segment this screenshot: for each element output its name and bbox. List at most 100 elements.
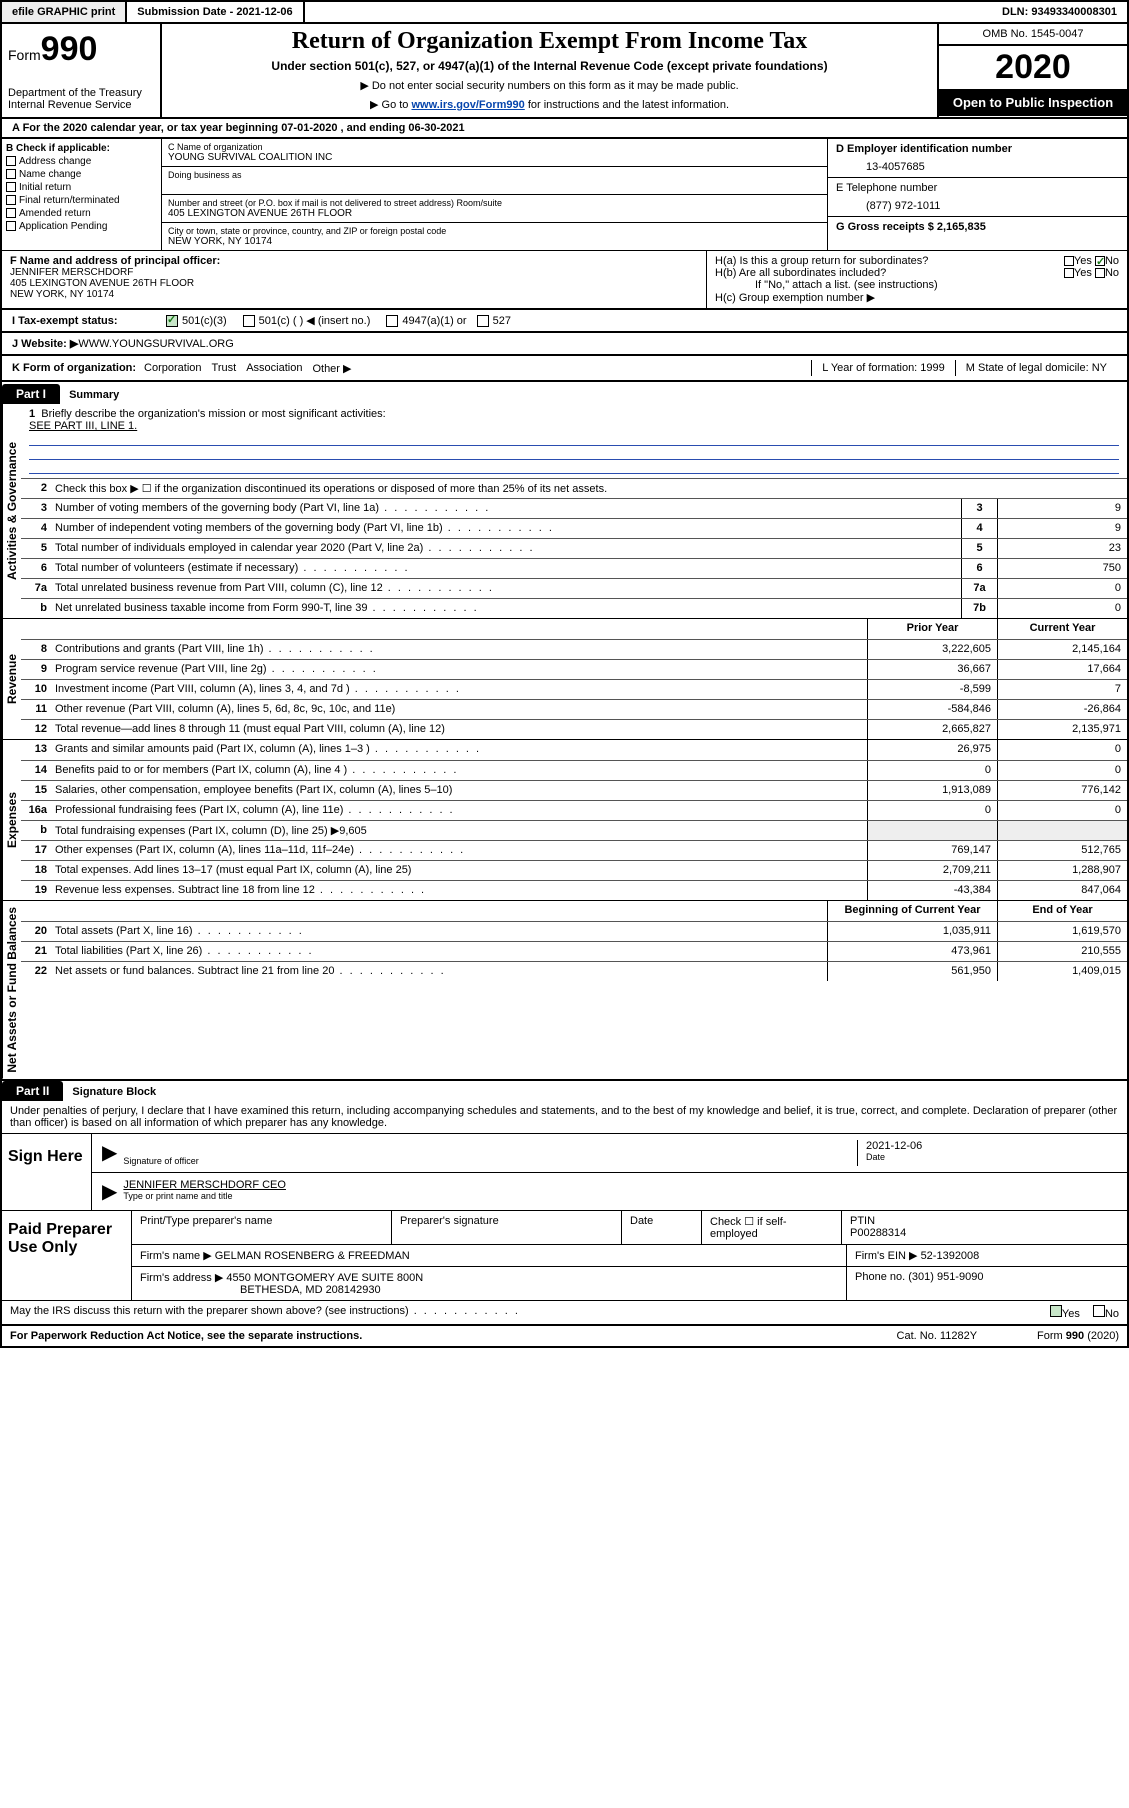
efile-print-button[interactable]: efile GRAPHIC print bbox=[2, 2, 127, 22]
row-i: I Tax-exempt status: 501(c)(3) 501(c) ( … bbox=[0, 310, 1129, 333]
form-number: 990 bbox=[41, 30, 98, 68]
section-f: F Name and address of principal officer:… bbox=[2, 251, 707, 308]
submission-date: Submission Date - 2021-12-06 bbox=[127, 2, 304, 22]
row-k: K Form of organization: Corporation Trus… bbox=[0, 356, 1129, 382]
line-19-prior: -43,384 bbox=[867, 881, 997, 900]
line-4-text: Number of independent voting members of … bbox=[51, 519, 961, 538]
prep-h4b: PTIN bbox=[850, 1215, 875, 1227]
line-20-end: 1,619,570 bbox=[997, 922, 1127, 941]
sec-net-assets: Net Assets or Fund Balances Beginning of… bbox=[2, 901, 1127, 1079]
line-1-text: Briefly describe the organization's miss… bbox=[41, 408, 385, 420]
opt-name-change[interactable]: Name change bbox=[6, 169, 157, 180]
city-hint: City or town, state or province, country… bbox=[168, 226, 821, 236]
website-label: J Website: ▶ bbox=[12, 337, 78, 350]
addr-val: 405 LEXINGTON AVENUE 26TH FLOOR bbox=[168, 208, 821, 219]
line-10-current: 7 bbox=[997, 680, 1127, 699]
sec-governance: Activities & Governance 1 Briefly descri… bbox=[2, 404, 1127, 619]
line-12-prior: 2,665,827 bbox=[867, 720, 997, 739]
opt-initial-return[interactable]: Initial return bbox=[6, 182, 157, 193]
line-7b-text: Net unrelated business taxable income fr… bbox=[51, 599, 961, 618]
line-2-text: Check this box ▶ ☐ if the organization d… bbox=[51, 479, 1127, 498]
city-val: NEW YORK, NY 10174 bbox=[168, 236, 821, 247]
ein-val: 13-4057685 bbox=[836, 155, 1119, 173]
prep-h4a: Check ☐ if self-employed bbox=[710, 1216, 787, 1240]
paid-preparer-label: Paid Preparer Use Only bbox=[2, 1211, 132, 1300]
line-11-prior: -584,846 bbox=[867, 700, 997, 719]
section-c: C Name of organization YOUNG SURVIVAL CO… bbox=[162, 139, 827, 250]
hb-yes[interactable] bbox=[1064, 268, 1074, 278]
cb-501c[interactable] bbox=[243, 315, 255, 327]
line-10-text: Investment income (Part VIII, column (A)… bbox=[51, 680, 867, 699]
open-to-public: Open to Public Inspection bbox=[939, 89, 1127, 116]
discuss-text: May the IRS discuss this return with the… bbox=[10, 1305, 520, 1320]
officer-addr1: 405 LEXINGTON AVENUE 26TH FLOOR bbox=[10, 278, 698, 289]
ha-label: H(a) Is this a group return for subordin… bbox=[715, 255, 928, 267]
line-12-text: Total revenue—add lines 8 through 11 (mu… bbox=[51, 720, 867, 739]
line-8-current: 2,145,164 bbox=[997, 640, 1127, 659]
cb-4947[interactable] bbox=[386, 315, 398, 327]
firm-phone: (301) 951-9090 bbox=[908, 1271, 983, 1283]
ha-yes[interactable] bbox=[1064, 256, 1074, 266]
block-bcd: B Check if applicable: Address change Na… bbox=[0, 139, 1129, 250]
line-15-prior: 1,913,089 bbox=[867, 781, 997, 800]
opt-trust: Trust bbox=[212, 362, 237, 374]
part1-body: Activities & Governance 1 Briefly descri… bbox=[0, 404, 1129, 1081]
sec-expenses: Expenses 13Grants and similar amounts pa… bbox=[2, 740, 1127, 901]
form990-link[interactable]: www.irs.gov/Form990 bbox=[411, 99, 524, 111]
line-15-current: 776,142 bbox=[997, 781, 1127, 800]
sub-note-2: ▶ Go to www.irs.gov/Form990 for instruct… bbox=[172, 98, 927, 111]
line-11-current: -26,864 bbox=[997, 700, 1127, 719]
line-a: A For the 2020 calendar year, or tax yea… bbox=[0, 119, 1129, 139]
opt-final-return[interactable]: Final return/terminated bbox=[6, 195, 157, 206]
line-18-text: Total expenses. Add lines 13–17 (must eq… bbox=[51, 861, 867, 880]
line-6-text: Total number of volunteers (estimate if … bbox=[51, 559, 961, 578]
firm-ein: 52-1392008 bbox=[921, 1250, 980, 1262]
revenue-label: Revenue bbox=[2, 619, 21, 739]
line-10-prior: -8,599 bbox=[867, 680, 997, 699]
ha-no[interactable] bbox=[1095, 256, 1105, 266]
opt-amended-return[interactable]: Amended return bbox=[6, 208, 157, 219]
sec-revenue: Revenue Prior YearCurrent Year 8Contribu… bbox=[2, 619, 1127, 740]
officer-name-title: JENNIFER MERSCHDORF CEO bbox=[123, 1179, 286, 1191]
officer-name: JENNIFER MERSCHDORF bbox=[10, 267, 698, 278]
part1-title: Summary bbox=[69, 389, 119, 401]
expenses-label: Expenses bbox=[2, 740, 21, 900]
discuss-yes[interactable] bbox=[1050, 1305, 1062, 1317]
col-end: End of Year bbox=[997, 901, 1127, 921]
state-domicile: M State of legal domicile: NY bbox=[955, 360, 1117, 376]
opt-application-pending[interactable]: Application Pending bbox=[6, 221, 157, 232]
opt-address-change[interactable]: Address change bbox=[6, 156, 157, 167]
year-formation: L Year of formation: 1999 bbox=[811, 360, 955, 376]
cb-501c3[interactable] bbox=[166, 315, 178, 327]
arrow-icon: ▶ bbox=[102, 1140, 117, 1166]
goto-post: for instructions and the latest informat… bbox=[525, 99, 729, 111]
header-mid: Return of Organization Exempt From Incom… bbox=[162, 24, 937, 117]
firm-ein-label: Firm's EIN ▶ bbox=[855, 1250, 918, 1262]
row-j: J Website: ▶ WWW.YOUNGSURVIVAL.ORG bbox=[0, 333, 1129, 356]
hb-no[interactable] bbox=[1095, 268, 1105, 278]
line-3-val: 9 bbox=[997, 499, 1127, 518]
part1-bar: Part I bbox=[2, 384, 60, 404]
officer-addr2: NEW YORK, NY 10174 bbox=[10, 289, 698, 300]
line-17-prior: 769,147 bbox=[867, 841, 997, 860]
sig-date: 2021-12-06 bbox=[866, 1140, 1117, 1152]
line-7a-val: 0 bbox=[997, 579, 1127, 598]
opt-4947: 4947(a)(1) or bbox=[402, 315, 466, 327]
line-20-begin: 1,035,911 bbox=[827, 922, 997, 941]
org-name: YOUNG SURVIVAL COALITION INC bbox=[168, 152, 821, 163]
opt-other: Other ▶ bbox=[312, 362, 351, 375]
ein-label: D Employer identification number bbox=[836, 143, 1119, 155]
cb-527[interactable] bbox=[477, 315, 489, 327]
sig-date-label: Date bbox=[866, 1152, 1117, 1162]
line-13-prior: 26,975 bbox=[867, 740, 997, 760]
discuss-no[interactable] bbox=[1093, 1305, 1105, 1317]
form-label: Form990 bbox=[8, 30, 154, 69]
line-13-text: Grants and similar amounts paid (Part IX… bbox=[51, 740, 867, 760]
ptin: P00288314 bbox=[850, 1227, 906, 1239]
line-1-val: SEE PART III, LINE 1. bbox=[29, 420, 137, 432]
firm-name: GELMAN ROSENBERG & FREEDMAN bbox=[215, 1250, 410, 1262]
header-left: Form990 Department of the Treasury Inter… bbox=[2, 24, 162, 117]
firm-label: Firm's name ▶ bbox=[140, 1250, 212, 1262]
line-20-text: Total assets (Part X, line 16) bbox=[51, 922, 827, 941]
dept-label: Department of the Treasury Internal Reve… bbox=[8, 87, 154, 111]
